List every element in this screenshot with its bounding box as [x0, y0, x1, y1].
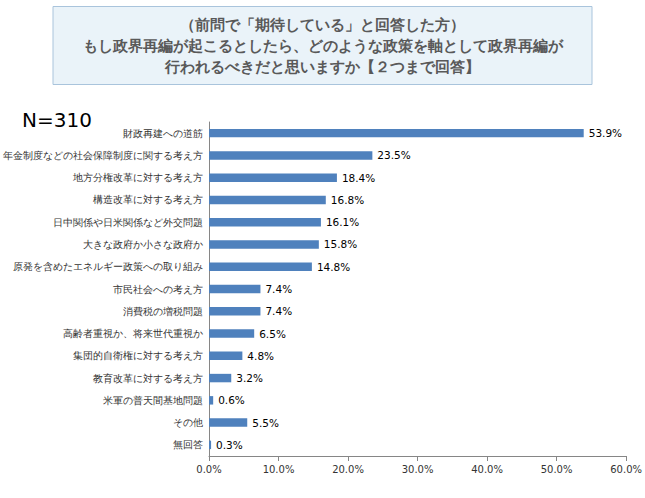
svg-text:N=310: N=310	[22, 108, 92, 132]
svg-text:地方分権改革に対する考え方: 地方分権改革に対する考え方	[72, 172, 203, 183]
svg-text:構造改革に対する考え方: 構造改革に対する考え方	[93, 194, 203, 205]
svg-text:0.6%: 0.6%	[218, 394, 245, 406]
svg-text:日中関係や日米関係など外交問題: 日中関係や日米関係など外交問題	[53, 217, 203, 228]
svg-text:市民社会への考え方: 市民社会への考え方	[113, 284, 203, 295]
svg-text:7.4%: 7.4%	[265, 305, 292, 317]
svg-text:60.0%: 60.0%	[610, 464, 642, 475]
svg-text:（前問で「期待している」と回答した方）: （前問で「期待している」と回答した方）	[180, 16, 465, 34]
svg-text:10.0%: 10.0%	[263, 464, 295, 475]
svg-text:6.5%: 6.5%	[259, 328, 286, 340]
svg-text:0.3%: 0.3%	[216, 439, 243, 451]
svg-text:23.5%: 23.5%	[377, 149, 410, 161]
svg-text:53.9%: 53.9%	[589, 127, 622, 139]
svg-text:30.0%: 30.0%	[402, 464, 434, 475]
svg-text:集団的自衛権に対する考え方: 集団的自衛権に対する考え方	[73, 350, 203, 361]
svg-text:16.8%: 16.8%	[331, 194, 364, 206]
svg-text:行われるべきだと思いますか【２つまで回答】: 行われるべきだと思いますか【２つまで回答】	[164, 58, 480, 76]
svg-text:教育改革に対する考え方: 教育改革に対する考え方	[93, 373, 203, 384]
svg-text:18.4%: 18.4%	[342, 172, 375, 184]
svg-text:年金制度などの社会保障制度に関する考え方: 年金制度などの社会保障制度に関する考え方	[3, 150, 203, 161]
svg-text:米軍の普天間基地問題: 米軍の普天間基地問題	[103, 395, 203, 406]
svg-text:もし政界再編が起こるとしたら、どのような政策を軸として政界再: もし政界再編が起こるとしたら、どのような政策を軸として政界再編が	[83, 37, 564, 55]
svg-text:40.0%: 40.0%	[471, 464, 503, 475]
svg-text:14.8%: 14.8%	[317, 261, 350, 273]
svg-text:消費税の増税問題: 消費税の増税問題	[123, 306, 203, 317]
svg-text:3.2%: 3.2%	[236, 372, 263, 384]
svg-text:5.5%: 5.5%	[252, 417, 279, 429]
svg-text:50.0%: 50.0%	[541, 464, 573, 475]
svg-text:高齢者重視か、将来世代重視か: 高齢者重視か、将来世代重視か	[63, 328, 203, 339]
svg-text:大きな政府か小さな政府か: 大きな政府か小さな政府か	[83, 239, 203, 250]
svg-text:0.0%: 0.0%	[196, 464, 221, 475]
svg-text:原発を含めたエネルギー政策への取り組み: 原発を含めたエネルギー政策への取り組み	[13, 261, 203, 272]
svg-text:その他: その他	[173, 417, 203, 428]
svg-text:16.1%: 16.1%	[326, 216, 359, 228]
svg-text:7.4%: 7.4%	[265, 283, 292, 295]
svg-text:20.0%: 20.0%	[332, 464, 364, 475]
svg-text:無回答: 無回答	[173, 439, 203, 450]
svg-text:15.8%: 15.8%	[324, 238, 357, 250]
svg-text:4.8%: 4.8%	[247, 350, 274, 362]
svg-text:財政再建への道筋: 財政再建への道筋	[123, 128, 203, 139]
